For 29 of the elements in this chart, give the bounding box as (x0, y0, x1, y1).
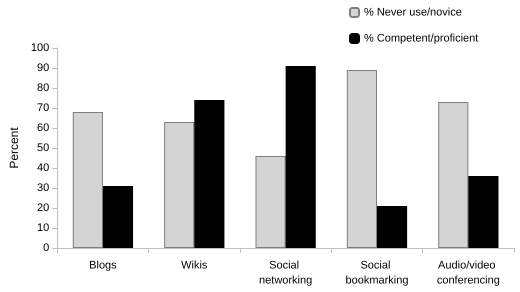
y-tick-label: 20 (37, 202, 50, 214)
y-tick-label: 80 (37, 82, 50, 94)
bar (346, 70, 377, 248)
legend-label: % Never use/novice (364, 6, 462, 18)
x-tick-label: Social networking (259, 260, 312, 286)
y-tick-label: 50 (37, 142, 50, 154)
y-tick-label: 30 (37, 182, 50, 194)
x-tick-label: Blogs (89, 260, 118, 272)
y-tick-label: 90 (37, 62, 50, 74)
bar (286, 66, 316, 248)
x-tick-label: Audio/video conferencing (436, 260, 500, 286)
x-tick-label: Wikis (181, 260, 208, 272)
bar (164, 122, 194, 248)
y-tick-label: 10 (37, 222, 50, 234)
bar (255, 156, 286, 248)
y-tick-label: 60 (37, 122, 50, 134)
legend-label: % Competent/proficient (364, 32, 478, 44)
y-tick-label: 100 (30, 42, 50, 54)
y-axis-title: Percent (7, 126, 21, 169)
bar (194, 100, 224, 248)
bar (438, 102, 468, 248)
bar (468, 176, 498, 248)
x-tick-label: Social bookmarking (345, 260, 408, 286)
bar (376, 206, 408, 248)
bar (102, 186, 134, 248)
bar (72, 112, 103, 248)
y-tick-label: 70 (37, 102, 50, 114)
y-tick-label: 40 (37, 162, 50, 174)
y-tick-label: 0 (43, 242, 50, 254)
